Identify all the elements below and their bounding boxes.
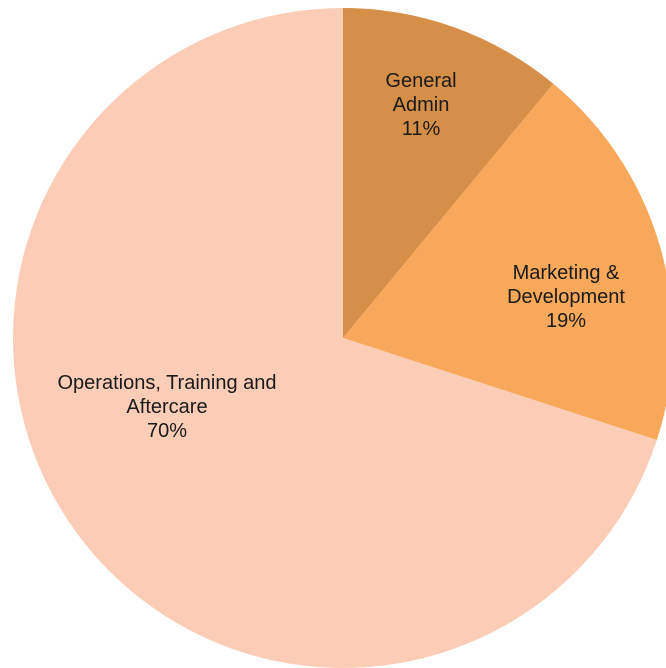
value-label: 11%: [401, 118, 441, 140]
value-label: 19%: [545, 310, 587, 332]
category-label: Marketing & Development: [507, 262, 625, 308]
slice-label: Operations, Training and Aftercare 70%: [32, 371, 302, 443]
pie-slice: [343, 8, 554, 338]
category-label: Operations, Training and Aftercare: [57, 372, 277, 418]
pie-slice: [343, 83, 666, 440]
slice-label: Marketing & Development 19%: [481, 261, 651, 333]
value-label: 70%: [146, 420, 188, 442]
slice-label: General Admin 11%: [371, 69, 471, 141]
pie-slice: [13, 8, 657, 668]
category-label: General Admin: [385, 70, 457, 116]
